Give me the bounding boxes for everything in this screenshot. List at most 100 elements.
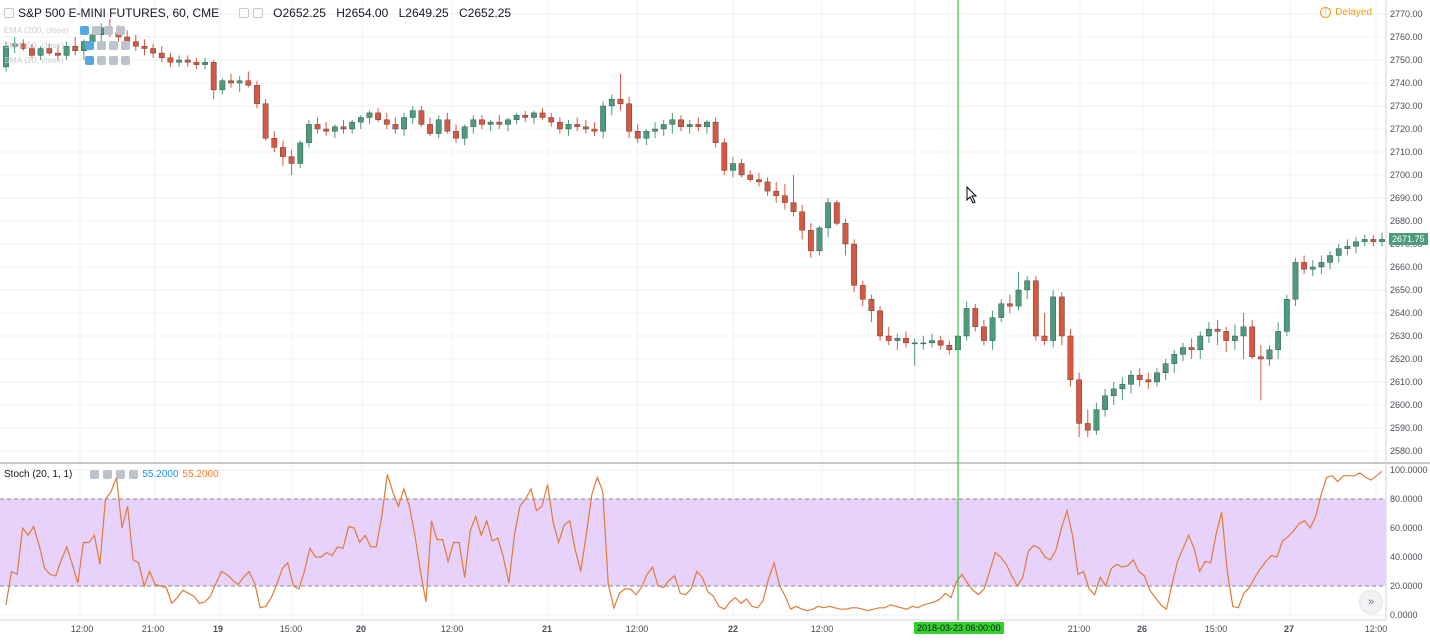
candle[interactable] (1318, 255, 1325, 274)
candle[interactable] (600, 101, 607, 139)
collapse-icon[interactable] (4, 8, 14, 18)
settings-icon[interactable] (97, 55, 106, 65)
candle[interactable] (591, 122, 598, 136)
candle[interactable] (1093, 402, 1100, 435)
candle[interactable] (55, 46, 61, 60)
candle[interactable] (461, 124, 468, 146)
indicator-row-1[interactable]: EMA (200, close) (4, 25, 125, 35)
candle[interactable] (132, 34, 139, 51)
candle[interactable] (1370, 234, 1377, 247)
candle[interactable] (747, 170, 754, 182)
candle[interactable] (1006, 294, 1013, 313)
candle[interactable] (1361, 234, 1368, 247)
eye-icon[interactable] (90, 470, 100, 479)
candle[interactable] (781, 184, 788, 210)
candle[interactable] (859, 280, 866, 307)
candle[interactable] (807, 223, 814, 258)
plus-icon[interactable] (103, 25, 113, 35)
candle[interactable] (695, 117, 702, 132)
candle[interactable] (634, 124, 641, 143)
candle[interactable] (877, 306, 883, 341)
candle[interactable] (1180, 342, 1186, 362)
candle[interactable] (150, 43, 157, 58)
candle[interactable] (210, 60, 217, 100)
candle[interactable] (972, 303, 979, 332)
candle[interactable] (894, 333, 901, 350)
candle[interactable] (903, 331, 909, 348)
candle[interactable] (842, 218, 849, 256)
candle[interactable] (1327, 250, 1333, 270)
candle[interactable] (366, 110, 373, 125)
scroll-to-realtime-button[interactable]: » (1359, 590, 1383, 614)
candle[interactable] (1206, 322, 1212, 343)
candle[interactable] (46, 43, 53, 56)
candle[interactable] (920, 336, 927, 350)
candle[interactable] (1353, 237, 1359, 254)
indicator-row-2[interactable]: SMA (50, close) (4, 40, 130, 50)
indicator-row-3[interactable]: SMA (20, close) (4, 55, 130, 65)
candle[interactable] (1344, 239, 1351, 256)
candle[interactable] (340, 119, 347, 134)
candle[interactable] (929, 333, 935, 348)
time-axis[interactable]: 12:00 21:00 19 15:00 20 12:00 21 12:00 22 12:00 21… (71, 624, 1388, 634)
candle[interactable] (1067, 329, 1074, 387)
candle[interactable] (1266, 345, 1273, 366)
candle[interactable] (254, 80, 260, 109)
candle[interactable] (1162, 359, 1169, 380)
eye-icon[interactable] (85, 40, 94, 50)
candle[interactable] (37, 46, 44, 60)
candle[interactable] (608, 94, 615, 116)
candle[interactable] (790, 175, 797, 217)
candle[interactable] (626, 96, 632, 139)
candle[interactable] (1214, 319, 1221, 346)
settings-icon[interactable] (97, 40, 106, 50)
delayed-status[interactable]: ! Delayed (1320, 7, 1372, 18)
candle[interactable] (1084, 409, 1091, 438)
candle[interactable] (799, 204, 806, 240)
candle[interactable] (833, 200, 840, 226)
candle[interactable] (72, 37, 79, 56)
candle[interactable] (548, 112, 555, 127)
candle[interactable] (730, 156, 736, 178)
candle[interactable] (773, 181, 780, 203)
candle[interactable] (643, 129, 650, 146)
candle[interactable] (1015, 271, 1022, 311)
close-icon[interactable] (129, 470, 139, 479)
candle[interactable] (331, 124, 338, 139)
stoch-axis[interactable]: 100.0000 80.0000 60.0000 40.0000 20.0000 0.00… (1390, 465, 1428, 620)
candle[interactable] (401, 112, 407, 136)
candle[interactable] (63, 41, 70, 60)
candle[interactable] (652, 122, 658, 139)
candle[interactable] (496, 115, 503, 129)
candle[interactable] (427, 117, 433, 136)
candle[interactable] (1292, 257, 1299, 307)
candle[interactable] (383, 112, 390, 129)
candle[interactable] (911, 338, 918, 366)
settings-icon[interactable] (103, 470, 113, 479)
candle[interactable] (1041, 313, 1048, 346)
close-icon[interactable] (121, 55, 130, 65)
candle[interactable] (1257, 345, 1264, 401)
candle[interactable] (1335, 244, 1342, 263)
candle[interactable] (1197, 331, 1204, 359)
candle[interactable] (1050, 290, 1057, 348)
candle[interactable] (522, 110, 529, 123)
candle[interactable] (479, 115, 485, 129)
candle[interactable] (756, 172, 762, 187)
eye-icon[interactable] (79, 25, 89, 35)
candle[interactable] (487, 119, 494, 132)
candle[interactable] (1188, 338, 1195, 359)
candle[interactable] (409, 106, 416, 125)
plus-icon[interactable] (116, 470, 126, 479)
candle[interactable] (349, 119, 356, 134)
candle[interactable] (885, 326, 892, 346)
candle[interactable] (721, 138, 728, 175)
candle[interactable] (375, 108, 382, 123)
candle[interactable] (228, 73, 234, 88)
candle[interactable] (617, 73, 624, 111)
candle[interactable] (669, 112, 676, 134)
candle[interactable] (686, 119, 693, 134)
plus-icon[interactable] (109, 55, 118, 65)
candle[interactable] (816, 225, 823, 256)
